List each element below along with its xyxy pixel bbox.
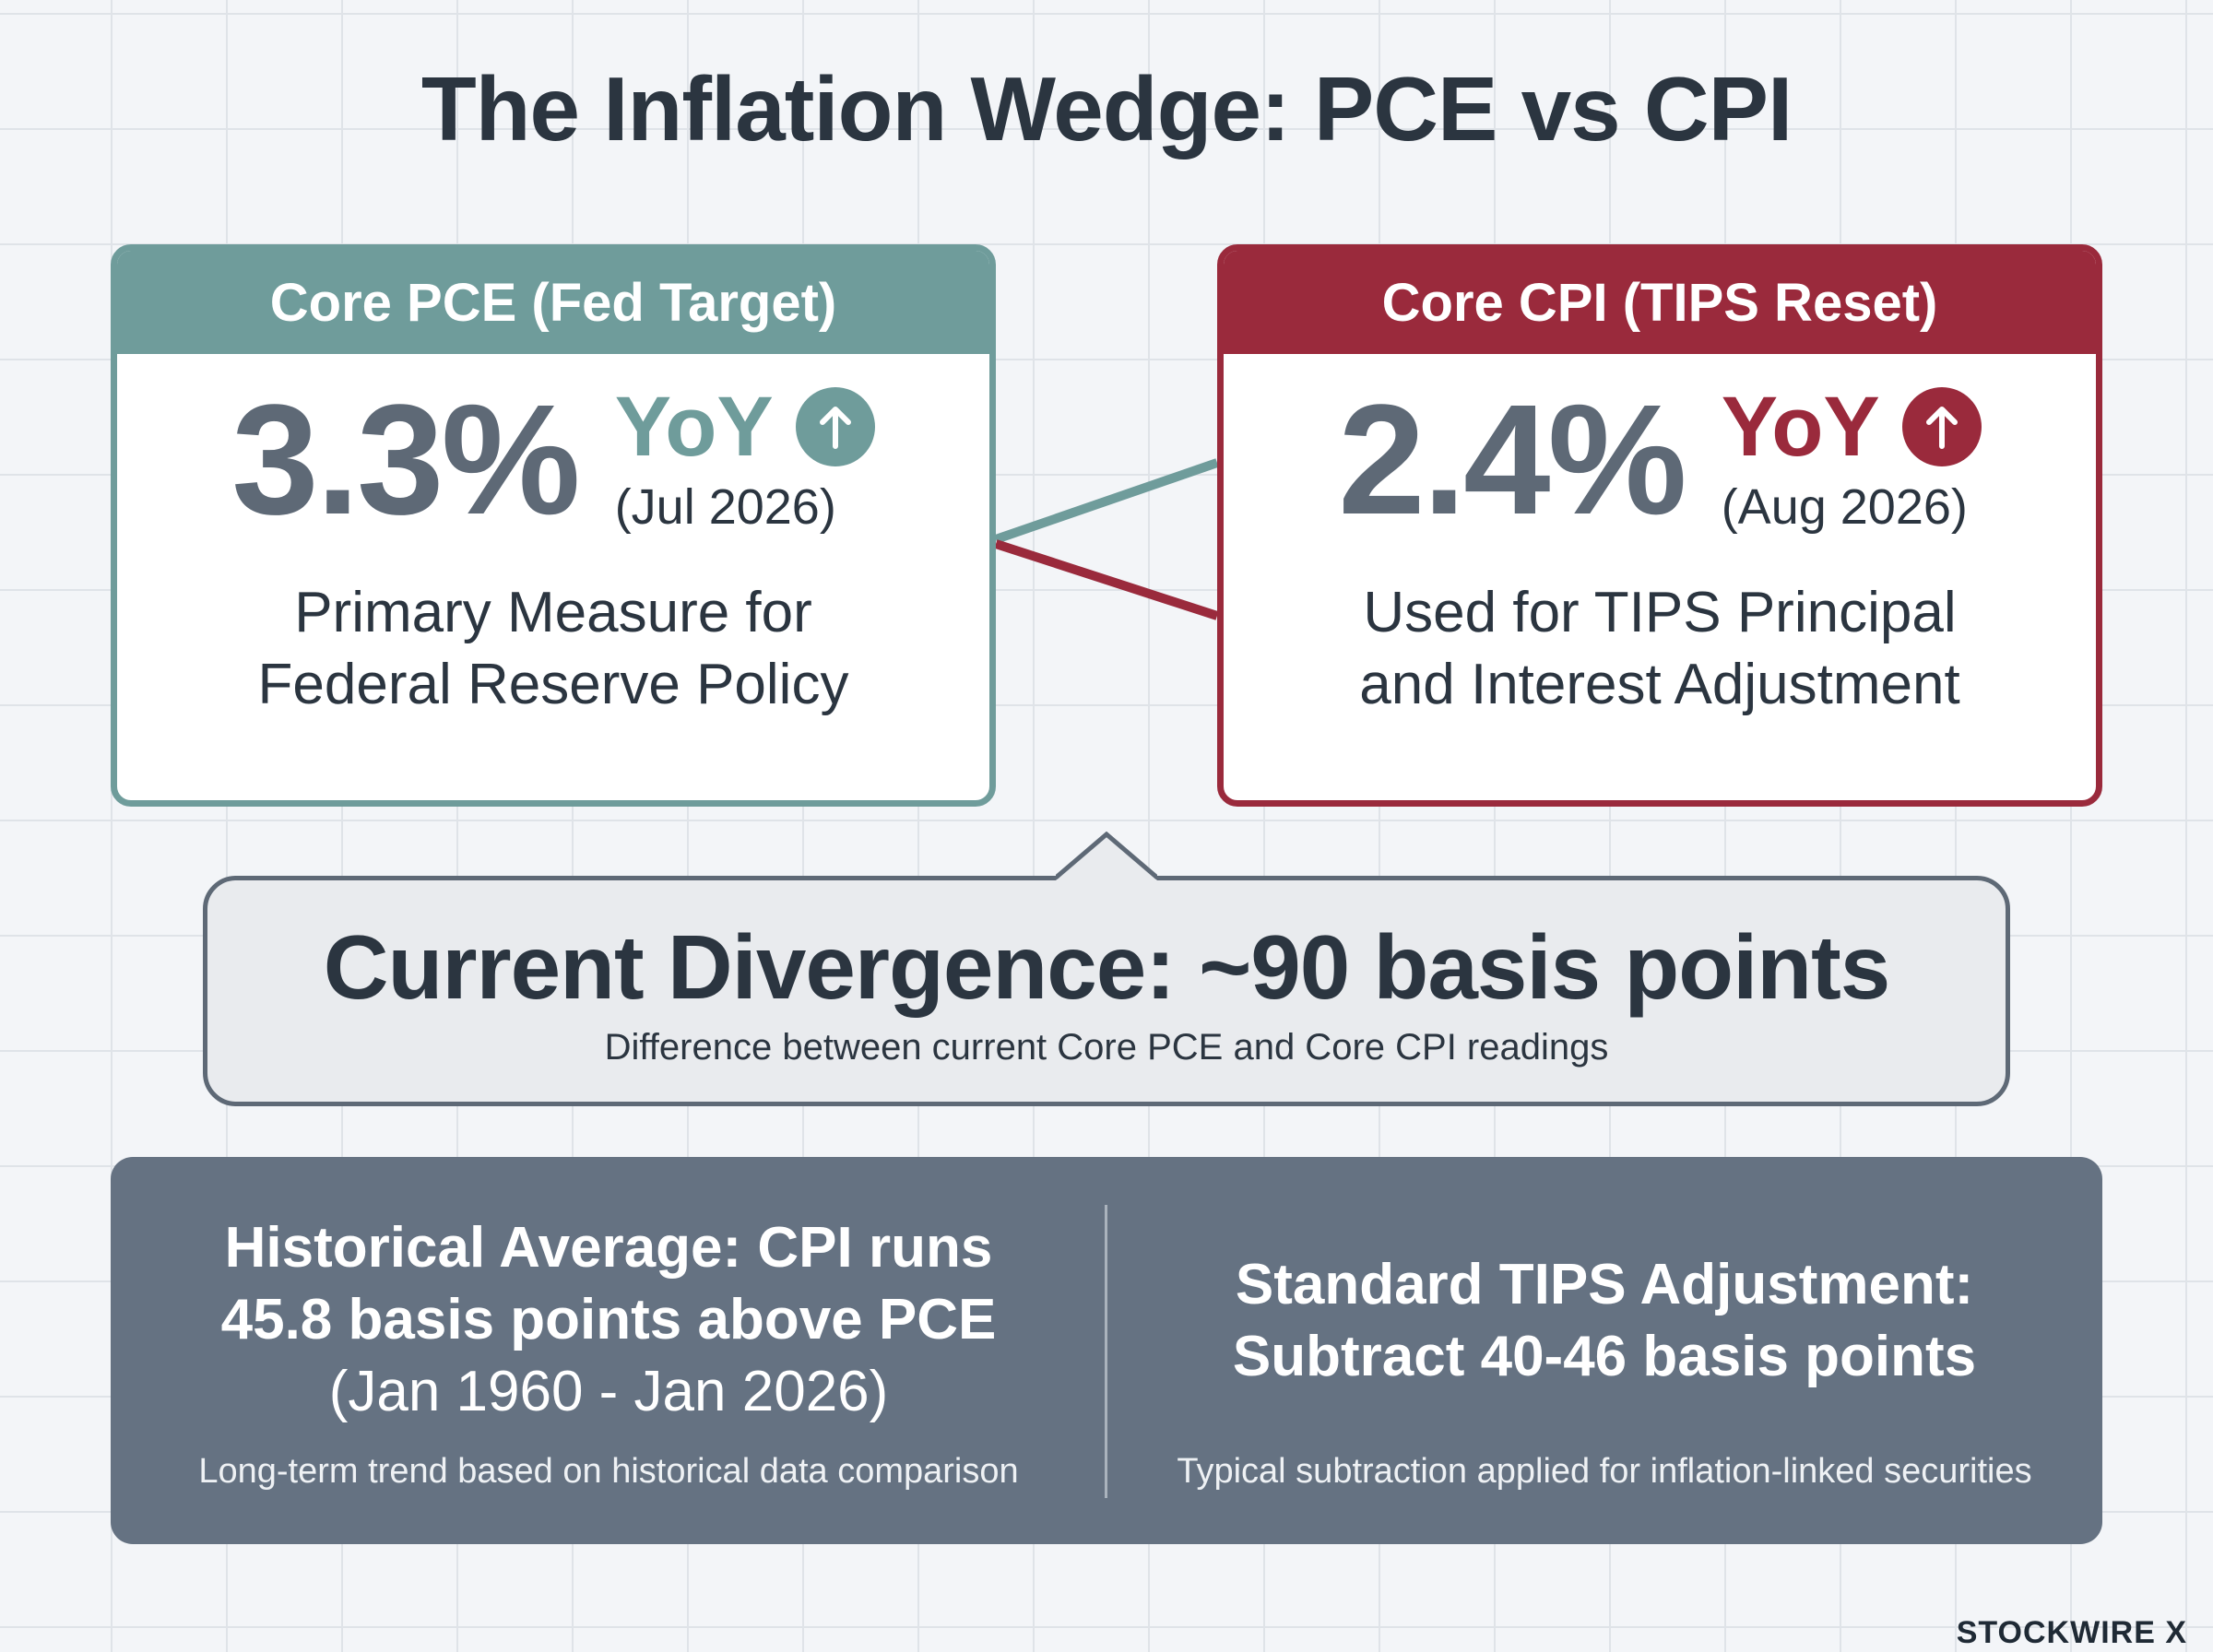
connector-teal: [994, 458, 1219, 544]
tips-adjustment-line1: Standard TIPS Adjustment:: [1235, 1253, 1974, 1316]
tips-adjustment-line2: Subtract 40-46 basis points: [1232, 1325, 1977, 1388]
tips-adjustment-note: Typical subtraction applied for inflatio…: [1177, 1452, 2032, 1491]
arrow-up-icon: [795, 387, 875, 466]
historical-average-range: (Jan 1960 - Jan 2026): [328, 1360, 889, 1423]
core-cpi-card: Core CPI (TIPS Reset) 2.4% YoY (Aug 2026…: [1217, 244, 2102, 807]
divergence-headline: Current Divergence: ~90 basis points: [323, 916, 1891, 1018]
tips-adjustment-section: Standard TIPS Adjustment: Subtract 40-46…: [1106, 1157, 2102, 1544]
core-pce-yoy-label: YoY: [614, 380, 774, 474]
historical-average-line1: Historical Average: CPI runs: [224, 1216, 993, 1280]
arrow-up-icon: [1901, 387, 1982, 466]
core-pce-value: 3.3%: [231, 372, 580, 548]
historical-average-line2: 45.8 basis points above PCE: [220, 1288, 997, 1351]
core-pce-card: Core PCE (Fed Target) 3.3% YoY (Jul 2026…: [111, 244, 996, 807]
historical-panel: Historical Average: CPI runs 45.8 basis …: [111, 1157, 2102, 1544]
core-pce-description: Primary Measure for Federal Reserve Poli…: [257, 581, 849, 716]
brand-logo: STOCKWIRE X: [1956, 1615, 2187, 1650]
core-pce-header: Core PCE (Fed Target): [117, 251, 989, 354]
historical-average-section: Historical Average: CPI runs 45.8 basis …: [111, 1157, 1106, 1544]
callout-pointer: [1056, 832, 1157, 880]
divergence-subtitle: Difference between current Core PCE and …: [604, 1027, 1609, 1068]
core-cpi-yoy-label: YoY: [1721, 380, 1880, 474]
core-cpi-description: Used for TIPS Principal and Interest Adj…: [1359, 581, 1960, 716]
connector-red: [994, 539, 1219, 620]
core-cpi-header: Core CPI (TIPS Reset): [1224, 251, 2096, 354]
core-cpi-period: (Aug 2026): [1721, 479, 1968, 535]
historical-average-note: Long-term trend based on historical data…: [198, 1452, 1019, 1491]
core-cpi-value: 2.4%: [1338, 372, 1686, 548]
core-cpi-metric: 2.4% YoY (Aug 2026): [1224, 372, 2096, 548]
core-pce-metric: 3.3% YoY (Jul 2026): [117, 372, 989, 548]
core-pce-period: (Jul 2026): [614, 479, 836, 535]
panel-divider: [1105, 1205, 1107, 1498]
page-title: The Inflation Wedge: PCE vs CPI: [420, 58, 1793, 159]
divergence-callout: Current Divergence: ~90 basis points Dif…: [203, 876, 2010, 1106]
